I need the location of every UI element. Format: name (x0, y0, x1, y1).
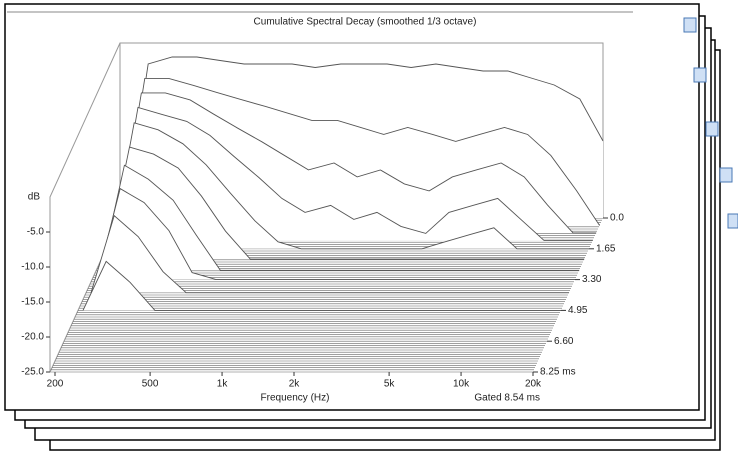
decay-slice (117, 92, 597, 234)
file-icon[interactable] (705, 121, 719, 137)
y-tick-label: -5.0 (27, 227, 45, 238)
z-tick-label: 3.30 (582, 274, 602, 285)
file-icon[interactable] (719, 167, 733, 183)
y-tick-label: -25.0 (21, 367, 44, 378)
z-tick-label: 6.60 (554, 336, 574, 347)
slice-fill (91, 215, 570, 293)
decay-slice (124, 56, 604, 219)
y-tick-label: -10.0 (21, 262, 44, 273)
x-tick-label: 10k (453, 379, 470, 390)
decay-slice (110, 122, 589, 250)
file-icon[interactable] (683, 17, 697, 33)
x-tick-label: 1k (217, 379, 229, 390)
decay-slice (100, 164, 580, 271)
decay-slice (90, 214, 570, 294)
chart-title: Cumulative Spectral Decay (smoothed 1/3 … (254, 17, 477, 28)
z-tick-label: 0.0 (610, 213, 624, 224)
decay-slice (105, 146, 585, 260)
z-tick-label: 8.25 ms (540, 367, 576, 378)
x-tick-label: 5k (384, 379, 396, 390)
z-tick-label: 1.65 (596, 243, 616, 254)
slice-fill (83, 261, 561, 311)
x-tick-label: 500 (142, 379, 159, 390)
decay-slice (121, 78, 600, 226)
file-icon[interactable] (727, 213, 738, 229)
file-icon[interactable] (693, 67, 707, 83)
x-tick-label: 2k (289, 379, 301, 390)
decay-slice (82, 260, 561, 311)
slice-fill (111, 122, 589, 249)
y-tick-label: -15.0 (21, 297, 44, 308)
chart: Cumulative Spectral Decay (smoothed 1/3 … (21, 17, 624, 404)
x-tick-label: 20k (525, 379, 542, 390)
x-axis-label: Frequency (Hz) (261, 393, 330, 404)
y-axis-label: dB (28, 192, 41, 203)
y-tick-label: -20.0 (21, 332, 44, 343)
gate-note: Gated 8.54 ms (474, 393, 540, 404)
decay-slice (114, 106, 593, 241)
z-tick-label: 4.95 (568, 305, 588, 316)
x-tick-label: 200 (47, 379, 64, 390)
decay-slice (96, 187, 575, 281)
